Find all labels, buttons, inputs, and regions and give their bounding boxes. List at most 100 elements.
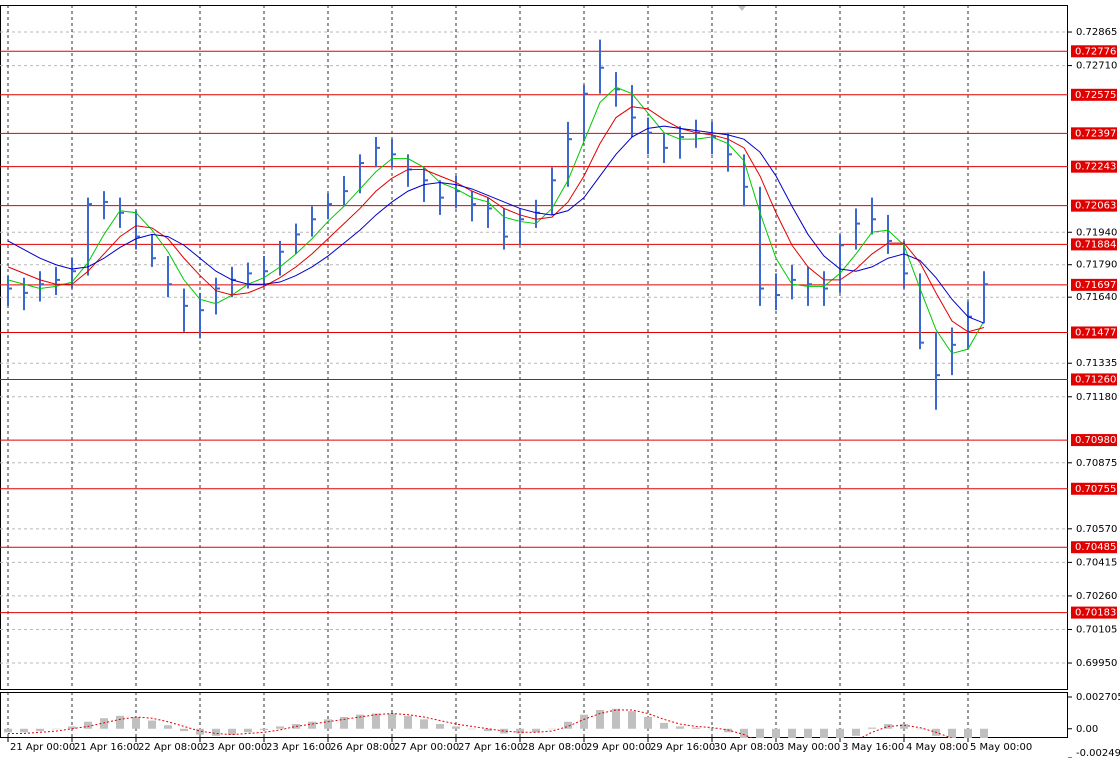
oscillator-bar — [612, 708, 620, 729]
y-tick-label: 0.71180 — [1076, 392, 1117, 403]
y-tick-label: 0.71640 — [1076, 292, 1117, 303]
level-tag — [1071, 373, 1117, 386]
oscillator-bar — [580, 714, 588, 729]
oscillator-bar — [164, 725, 172, 729]
x-tick-label: 29 Apr 00:00 — [586, 742, 651, 753]
oscillator-bar — [4, 728, 12, 733]
main-panel — [0, 5, 1068, 690]
level-tag — [1071, 606, 1117, 619]
y-tick-label: 0.70570 — [1076, 524, 1117, 535]
oscillator-bar — [788, 728, 796, 738]
oscillator-bar — [948, 728, 956, 738]
level-tag — [1071, 434, 1117, 447]
oscillator-bar — [404, 715, 412, 729]
x-tick-label: 22 Apr 08:00 — [138, 742, 203, 753]
y-tick-label: 0.70875 — [1076, 458, 1117, 469]
level-label: 0.72397 — [1075, 128, 1116, 139]
oscillator-bar — [436, 724, 444, 729]
x-tick-label: 4 May 08:00 — [906, 742, 968, 753]
moving-average — [7, 125, 985, 324]
oscillator-bar — [196, 728, 204, 735]
y-tick-label: 0.71335 — [1076, 358, 1117, 369]
y-tick-label: 0.70105 — [1076, 624, 1117, 635]
oscillator-bar — [900, 724, 908, 729]
oscillator-bar — [548, 728, 556, 730]
oscillator-bar — [740, 728, 748, 738]
x-tick-label: 21 Apr 16:00 — [74, 742, 139, 753]
oscillator-bar — [596, 709, 604, 729]
level-tag — [1071, 326, 1117, 339]
oscillator-bar — [292, 724, 300, 729]
moving-average — [7, 86, 985, 355]
oscillator-bar — [68, 726, 76, 729]
oscillator-bar — [724, 728, 732, 733]
oscillator-bar — [308, 721, 316, 729]
shift-marker — [738, 6, 746, 11]
oscillator-bar — [452, 726, 460, 729]
oscillator-bar — [468, 728, 476, 730]
y-tick-label: 0.70415 — [1076, 557, 1117, 568]
x-tick-label: 3 May 16:00 — [842, 742, 904, 753]
level-label: 0.72575 — [1075, 90, 1116, 101]
oscillator-bar — [660, 722, 668, 729]
oscillator-bar — [372, 713, 380, 729]
oscillator-bar — [676, 726, 684, 729]
oscillator-bar — [772, 728, 780, 738]
level-tag — [1071, 238, 1117, 251]
oscillator-bar — [420, 719, 428, 729]
x-tick-label: 27 Apr 16:00 — [458, 742, 523, 753]
oscillator-bar — [356, 714, 364, 729]
oscillator-bar — [36, 728, 44, 732]
oscillator-bar — [212, 728, 220, 736]
level-label: 0.71884 — [1075, 239, 1116, 250]
y-tick-label: 0.69950 — [1076, 658, 1117, 669]
level-label: 0.70980 — [1075, 435, 1116, 446]
oscillator-bar — [820, 728, 828, 738]
oscillator-bar — [756, 728, 764, 738]
level-label: 0.72063 — [1075, 201, 1116, 212]
oscillator-bar — [388, 713, 396, 729]
level-tag — [1071, 278, 1117, 291]
level-label: 0.71260 — [1075, 374, 1116, 385]
oscillator-bar — [628, 711, 636, 729]
level-tag — [1071, 45, 1117, 58]
oscillator-bar — [116, 715, 124, 729]
oscillator-bar — [644, 717, 652, 729]
oscillator-bar — [804, 728, 812, 738]
y-tick-label: 0.71790 — [1076, 260, 1117, 271]
oscillator-bar — [84, 721, 92, 729]
oscillator-bar — [132, 717, 140, 729]
oscillator-bar — [100, 718, 108, 729]
oscillator-bar — [500, 728, 508, 734]
y-tick-label: 0.71940 — [1076, 227, 1117, 238]
level-label: 0.71697 — [1075, 280, 1116, 291]
oscillator-bar — [244, 728, 252, 733]
x-tick-label: 26 Apr 08:00 — [330, 742, 395, 753]
oscillator-bar — [20, 728, 28, 733]
level-tag — [1071, 160, 1117, 173]
oscillator-bar — [980, 728, 988, 738]
y-tick-label: 0.72865 — [1076, 27, 1117, 38]
oscillator-bar — [260, 728, 268, 730]
level-label: 0.71477 — [1075, 327, 1116, 338]
oscillator-bar — [868, 727, 876, 729]
x-tick-label: 23 Apr 00:00 — [202, 742, 267, 753]
oscillator-bar — [276, 726, 284, 729]
x-tick-label: 30 Apr 08:00 — [714, 742, 779, 753]
level-label: 0.72776 — [1075, 46, 1116, 57]
oscillator-bar — [836, 728, 844, 738]
x-tick-label: 5 May 00:00 — [970, 742, 1032, 753]
y-tick-label: 0.00 — [1076, 724, 1098, 735]
oscillator-bar — [852, 728, 860, 736]
level-label: 0.70183 — [1075, 608, 1116, 619]
level-tag — [1071, 199, 1117, 212]
oscillator-plot — [4, 692, 988, 738]
y-tick-label: 0.72710 — [1076, 61, 1117, 72]
x-tick-label: 21 Apr 00:00 — [10, 742, 75, 753]
oscillator-bar — [52, 728, 60, 730]
x-tick-label: 27 Apr 00:00 — [394, 742, 459, 753]
oscillator-bar — [564, 721, 572, 729]
level-tag — [1071, 541, 1117, 554]
